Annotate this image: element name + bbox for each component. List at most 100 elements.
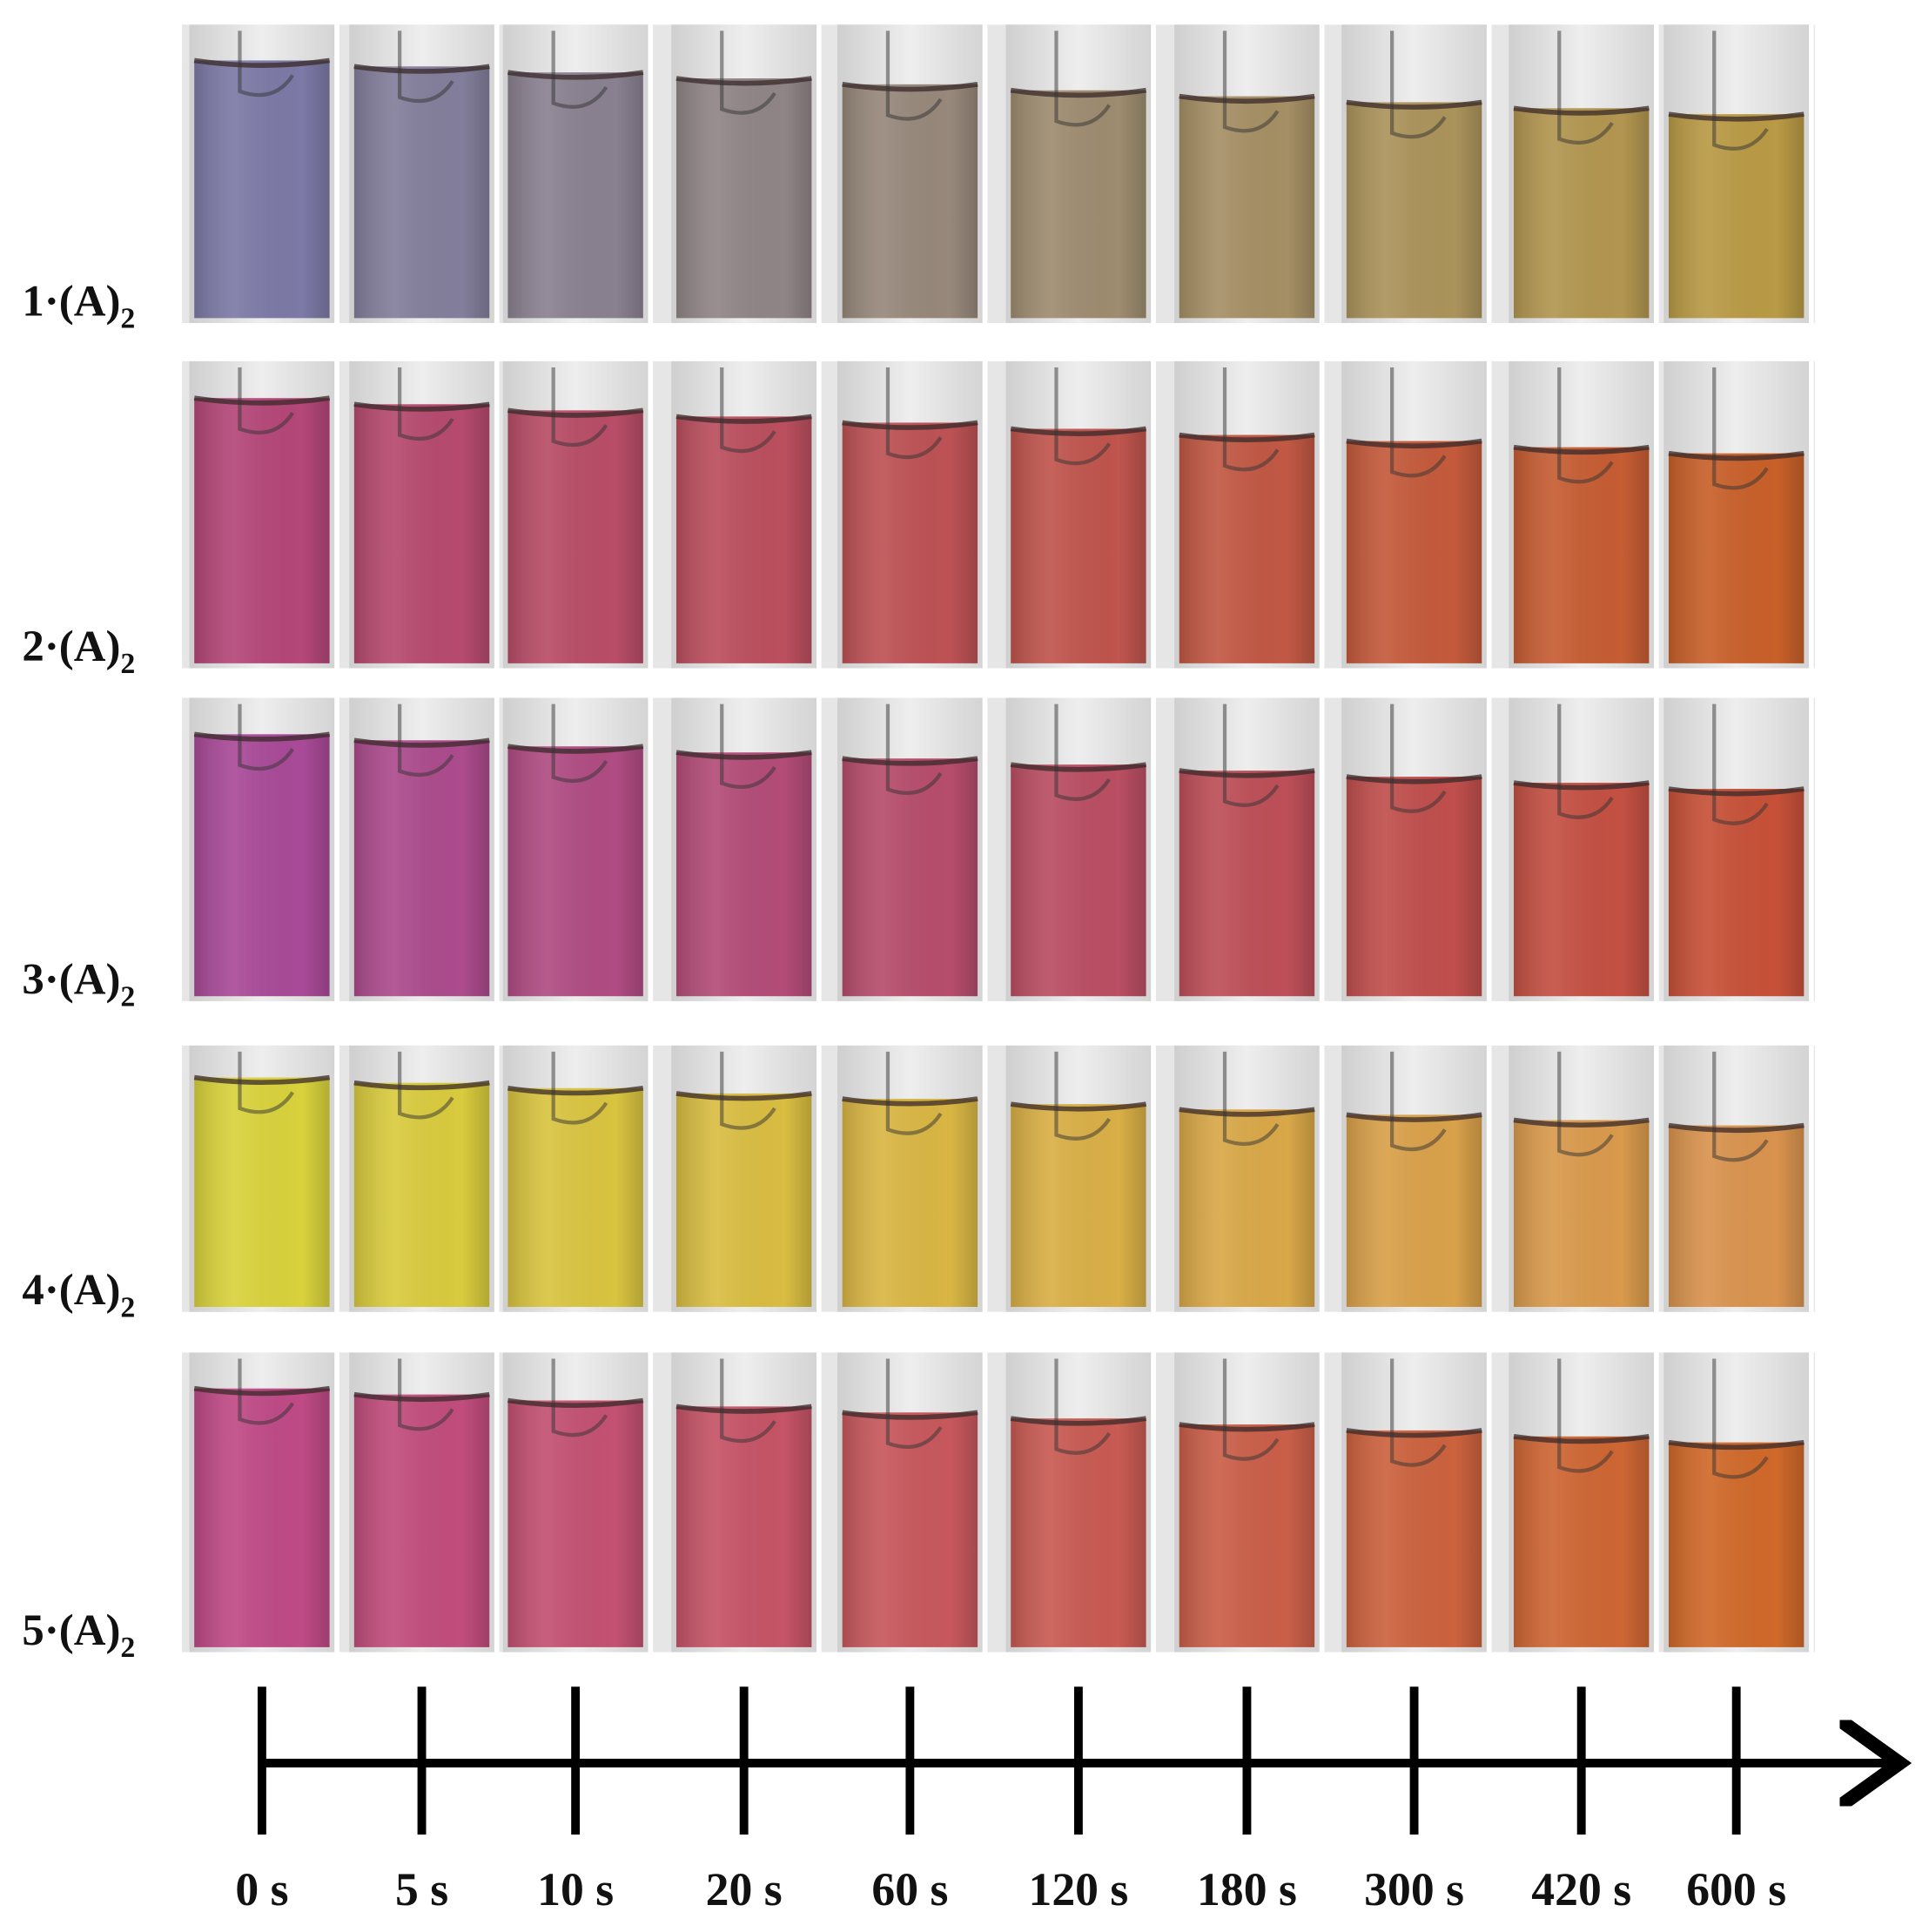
vial-shade	[1011, 764, 1146, 997]
meniscus	[507, 744, 644, 754]
meniscus	[1346, 774, 1482, 784]
vial-shade	[1668, 1125, 1804, 1308]
meniscus	[1513, 105, 1650, 116]
stirrer	[1054, 1358, 1112, 1455]
row-label: 2·(A)2	[22, 623, 135, 680]
gap	[1809, 360, 1814, 669]
gap	[1319, 1352, 1325, 1653]
meniscus	[1010, 1101, 1147, 1112]
meniscus	[353, 1080, 490, 1091]
vial-shade	[1346, 1430, 1482, 1647]
vial-shade	[675, 416, 812, 663]
stirrer	[397, 30, 454, 104]
row-label: 3·(A)2	[22, 955, 135, 1013]
gap	[982, 24, 988, 324]
vial-shade	[507, 1087, 643, 1308]
stirrer	[238, 367, 294, 434]
stirrer	[885, 703, 943, 795]
stirrer	[885, 367, 943, 460]
gap	[1809, 1352, 1814, 1653]
meniscus	[1668, 786, 1804, 797]
time-label: 20 s	[706, 1863, 783, 1915]
meniscus	[1668, 111, 1804, 122]
meniscus	[1513, 780, 1650, 791]
stirrer	[1557, 703, 1614, 819]
vial-shade	[1513, 447, 1650, 663]
stirrer	[1557, 30, 1614, 145]
time-label: 180 s	[1197, 1863, 1297, 1915]
stirrer	[885, 1051, 943, 1135]
meniscus	[1179, 768, 1315, 778]
gap	[1319, 24, 1325, 324]
gap	[1319, 697, 1325, 1001]
gap	[817, 1045, 822, 1312]
gap	[334, 1352, 339, 1653]
meniscus	[1513, 444, 1650, 455]
stirrer	[1222, 30, 1280, 133]
time-label: 600 s	[1686, 1863, 1786, 1915]
gap	[1151, 1045, 1156, 1312]
meniscus	[675, 750, 812, 760]
gap	[648, 697, 654, 1001]
stirrer	[397, 1051, 454, 1120]
stirrer	[1054, 367, 1112, 466]
meniscus	[1513, 1117, 1650, 1128]
meniscus	[842, 82, 978, 92]
stirrer	[720, 1358, 776, 1444]
stirrer	[1054, 703, 1112, 801]
stirrer	[1054, 30, 1112, 127]
stirrer	[238, 703, 294, 771]
gap	[817, 24, 822, 324]
gap	[494, 360, 500, 669]
stirrer	[397, 367, 454, 441]
gap	[1654, 24, 1659, 324]
gap	[817, 697, 822, 1001]
vial-shade	[675, 752, 812, 997]
stirrer	[720, 30, 776, 115]
gap	[1319, 1045, 1325, 1312]
stirrer	[1712, 703, 1769, 825]
meniscus	[1010, 762, 1147, 772]
meniscus	[1346, 1112, 1482, 1122]
gap	[648, 360, 654, 669]
row-label-subscript: 2	[120, 1291, 135, 1323]
vial-shade	[1011, 1104, 1146, 1308]
time-label: 420 s	[1531, 1863, 1631, 1915]
gap	[1654, 697, 1659, 1001]
gap	[1319, 360, 1325, 669]
vial-shade	[353, 1082, 490, 1308]
row-label-text: 2·(A)	[22, 623, 120, 671]
meniscus	[1179, 432, 1315, 442]
vial-shade	[1179, 771, 1315, 997]
vial-shade	[1179, 1424, 1315, 1647]
vial-shade	[675, 78, 812, 319]
vial-shade	[507, 746, 643, 997]
meniscus	[1010, 1416, 1147, 1426]
vial-shade	[1346, 777, 1482, 997]
vial-shade	[1011, 1418, 1146, 1647]
vial-shade	[353, 740, 490, 997]
vial-shade	[1513, 108, 1650, 319]
time-label: 5 s	[395, 1863, 448, 1915]
meniscus	[1179, 1422, 1315, 1432]
vial-shade	[194, 60, 330, 319]
stirrer	[720, 367, 776, 454]
vial-shade	[1346, 1114, 1482, 1308]
vial-shade	[1513, 1120, 1650, 1308]
vial-shade	[1179, 1109, 1315, 1308]
gap	[1654, 1045, 1659, 1312]
stirrer	[238, 30, 294, 98]
meniscus	[842, 420, 978, 430]
vial-shade	[1011, 90, 1146, 319]
vial-shade	[1513, 783, 1650, 997]
row-label-text: 4·(A)	[22, 1266, 120, 1315]
meniscus	[353, 64, 490, 74]
gap	[1486, 697, 1492, 1001]
vial-shade	[1668, 453, 1804, 663]
stirrer	[1390, 1358, 1447, 1467]
meniscus	[507, 407, 644, 418]
vial-shade	[842, 758, 978, 997]
meniscus	[1346, 438, 1482, 449]
